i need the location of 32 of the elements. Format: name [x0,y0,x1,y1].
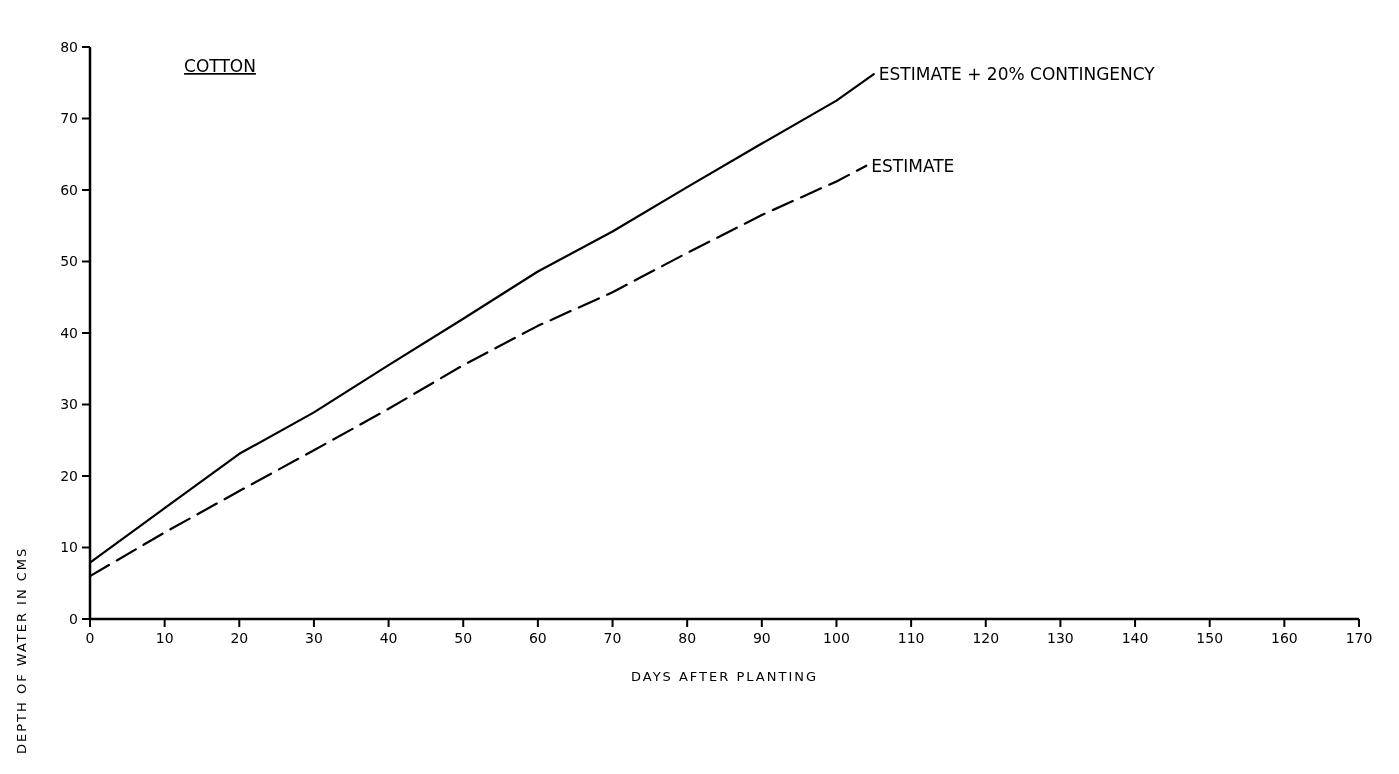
x-tick-label: 60 [528,630,547,646]
x-tick-label: 70 [603,630,622,646]
y-axis-title: DEPTH OF WATER IN CMS [14,546,29,754]
x-tick-label: 0 [85,630,95,646]
x-tick-label: 50 [454,630,473,646]
series-label: ESTIMATE + 20% CONTINGENCY [878,64,1156,85]
series-label: ESTIMATE [871,155,955,176]
x-tick-label: 130 [1047,630,1074,646]
x-tick-label: 20 [230,630,249,646]
x-axis-title: DAYS AFTER PLANTING [630,669,819,684]
x-tick-label: 90 [752,630,771,646]
x-tick-label: 40 [379,630,398,646]
x-tick-label: 160 [1270,630,1298,646]
x-tick-label: 170 [1345,630,1373,646]
y-tick-label: 10 [60,539,78,556]
y-tick-label: 0 [69,610,78,627]
x-tick-label: 80 [678,630,697,646]
x-tick-label: 110 [897,630,925,646]
x-tick-label: 120 [972,630,1000,646]
x-tick-label: 100 [823,630,850,646]
y-tick-label: 50 [60,253,78,270]
y-tick-label: 60 [60,181,78,198]
text: COTTON [184,56,256,76]
x-tick-label: 10 [155,630,174,646]
y-tick-label: 30 [60,396,78,413]
y-tick-label: 70 [60,110,78,127]
x-tick-label: 140 [1121,630,1149,646]
x-tick-label: 150 [1196,630,1224,646]
x-tick-label: 30 [305,630,323,646]
y-tick-label: 80 [60,38,78,55]
y-tick-label: 20 [60,467,78,484]
y-tick-label: 40 [60,324,78,341]
